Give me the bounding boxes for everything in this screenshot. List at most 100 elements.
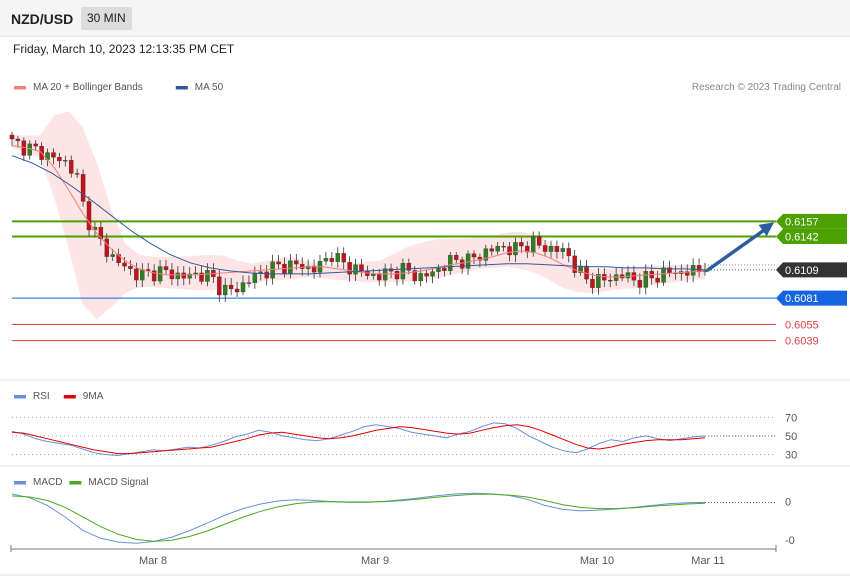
candle-body (406, 262, 412, 271)
x-tick-label: Mar 8 (139, 555, 167, 567)
candle-body (347, 262, 352, 275)
candle-body (566, 248, 571, 257)
candle-body (483, 248, 489, 261)
level-tag (776, 290, 847, 306)
candle-body (377, 274, 382, 281)
candle-body (27, 143, 32, 156)
candle-body (86, 201, 92, 231)
ma50-line (11, 155, 706, 275)
candle-body (151, 270, 157, 282)
candle-body (329, 258, 335, 262)
level-tag (776, 262, 847, 278)
x-tick-label: Mar 11 (691, 555, 724, 567)
candle-body (412, 270, 417, 282)
candle-body (140, 269, 145, 281)
candle-body (169, 269, 175, 280)
candle-body (489, 248, 494, 252)
candle-body (193, 272, 198, 275)
level-label: 0.6157 (785, 216, 819, 228)
candle-body (9, 134, 15, 140)
macd-line (11, 492, 706, 544)
candle-body (234, 288, 240, 293)
candle-body (300, 263, 305, 269)
rsi-tick-label: 50 (785, 431, 797, 443)
attribution: Research © 2023 Trading Central (692, 82, 841, 93)
level-label: 0.6055 (785, 319, 819, 331)
candle-body (341, 253, 346, 263)
bollinger-band (12, 111, 705, 320)
projection-arrow (706, 225, 770, 272)
candle-body (122, 262, 127, 267)
candle-body (228, 284, 234, 290)
candle-body (134, 268, 139, 281)
candle-body (187, 273, 192, 279)
candle-body (655, 277, 660, 283)
candle-body (335, 253, 340, 262)
timeframe-button[interactable]: 30 MIN (81, 7, 132, 30)
candle-body (69, 160, 74, 174)
candle-body (371, 274, 376, 276)
legend-swatch (69, 481, 82, 485)
legend-swatch (63, 395, 76, 399)
candle-body (643, 271, 648, 288)
candle-body (424, 273, 429, 277)
macd-signal-line (11, 493, 706, 542)
candle-body (394, 271, 400, 280)
level-tag (776, 213, 847, 229)
x-tick-label: Mar 10 (580, 555, 614, 567)
candle-body (513, 242, 518, 256)
candle-body (430, 271, 435, 277)
candle-body (21, 140, 27, 156)
top-bar: NZD/USD 30 MIN (0, 0, 850, 37)
candle-body (311, 265, 317, 273)
level-label: 0.6109 (785, 265, 819, 277)
candle-body (442, 268, 447, 271)
level-label: 0.6142 (785, 232, 819, 244)
candle-body (288, 260, 293, 275)
level-tag (776, 229, 847, 245)
candle-body (276, 261, 281, 265)
candle-body (596, 274, 601, 288)
candle-body (400, 262, 406, 280)
candle-body (667, 267, 672, 273)
candle-body (80, 174, 86, 202)
candle-body (205, 270, 210, 282)
legend-swatch (14, 395, 26, 399)
candle-body (146, 269, 151, 271)
legend-label: MA 20 + Bollinger Bands (33, 82, 143, 93)
candle-body (436, 268, 441, 272)
legend-label: MA 50 (195, 82, 224, 93)
candle-body (264, 271, 269, 279)
legend-swatch (14, 86, 26, 90)
candle-body (359, 264, 364, 272)
candle-body (448, 255, 453, 271)
candle-body (181, 272, 186, 279)
candle-body (454, 255, 459, 260)
rsi-tick-label: 70 (785, 412, 797, 424)
candle-body (548, 246, 554, 252)
candle-body (240, 282, 246, 293)
candle-body (57, 157, 62, 162)
legend-label: MACD (33, 477, 62, 488)
candle-body (128, 266, 133, 269)
legend-swatch (175, 86, 188, 90)
candle-body (63, 160, 68, 162)
candle-body (252, 273, 258, 284)
candle-body (590, 278, 595, 288)
candle-body (104, 238, 109, 257)
level-label: 0.6039 (785, 336, 819, 348)
candle-body (536, 236, 542, 246)
candle-body (531, 236, 536, 253)
candle-body (175, 272, 181, 280)
macd-tick-label: 0 (785, 497, 791, 509)
candle-body (507, 246, 512, 256)
candle-body (637, 280, 643, 288)
candle-body (74, 173, 80, 175)
candle-body (199, 272, 204, 282)
datetime-label: Friday, March 10, 2023 12:13:35 PM CET (13, 42, 235, 56)
projection-arrow-head (758, 222, 774, 237)
candle-body (661, 267, 666, 283)
candle-body (495, 246, 500, 252)
candle-body (519, 242, 524, 247)
